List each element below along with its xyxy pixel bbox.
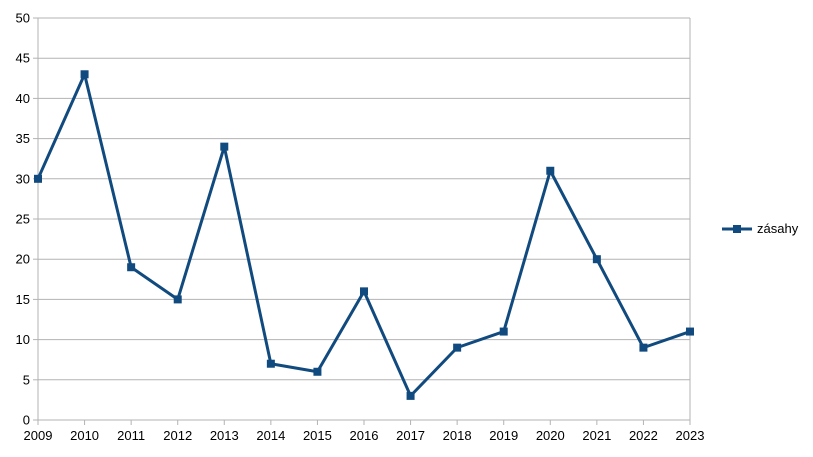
- data-point-marker: [499, 327, 508, 336]
- x-axis-tick-label: 2012: [163, 428, 192, 443]
- gridlines: [38, 17, 690, 421]
- data-point-marker: [34, 174, 42, 183]
- data-point-marker: [686, 327, 694, 336]
- x-axis-tick-label: 2023: [676, 428, 705, 443]
- x-axis-tick-label: 2013: [210, 428, 239, 443]
- x-axis-tick-label: 2017: [396, 428, 425, 443]
- x-axis-tick-label: 2014: [256, 428, 285, 443]
- x-axis-tick-label: 2018: [443, 428, 472, 443]
- y-axis-tick-label: 45: [16, 51, 30, 66]
- y-axis-tick-label: 50: [16, 11, 30, 26]
- chart-legend: zásahy: [722, 221, 798, 236]
- data-series: [34, 70, 694, 400]
- data-point-marker: [127, 263, 136, 272]
- x-axis-tick-label: 2020: [536, 428, 565, 443]
- y-axis-tick-label: 15: [16, 292, 30, 307]
- axis-ticks: [33, 17, 691, 425]
- x-axis-tick-label: 2016: [350, 428, 379, 443]
- legend-series-symbol: [722, 224, 752, 233]
- y-axis-tick-label: 0: [23, 413, 30, 428]
- legend-marker-glyph: [733, 224, 741, 233]
- data-point-marker: [592, 255, 601, 264]
- data-point-marker: [80, 70, 89, 79]
- y-axis-tick-label: 35: [16, 131, 30, 146]
- x-axis-tick-label: 2015: [303, 428, 332, 443]
- x-axis-tick-label: 2011: [117, 428, 145, 443]
- data-point-marker: [546, 166, 555, 175]
- data-point-marker: [266, 359, 275, 368]
- data-point-marker: [173, 295, 182, 304]
- x-axis-tick-label: 2019: [489, 428, 518, 443]
- data-point-marker: [453, 343, 462, 352]
- axis-labels: 0 5 10 15 20 25 30 35 40 45 50 2009 2010 2011 2012 2013…: [16, 11, 705, 444]
- y-axis-tick-label: 30: [16, 171, 30, 186]
- x-axis-tick-label: 2010: [70, 428, 99, 443]
- x-axis-tick-label: 2009: [24, 428, 53, 443]
- y-axis-tick-label: 10: [16, 332, 30, 347]
- data-point-marker: [639, 343, 648, 352]
- data-point-marker: [220, 142, 229, 151]
- data-point-marker: [406, 391, 415, 400]
- y-axis-tick-label: 20: [16, 252, 30, 267]
- series-line: [36, 72, 692, 398]
- legend-series-label: zásahy: [757, 221, 799, 236]
- data-point-marker: [360, 287, 368, 296]
- x-axis-tick-label: 2021: [582, 428, 611, 443]
- y-axis-tick-label: 40: [16, 91, 30, 106]
- x-axis-tick-label: 2022: [629, 428, 658, 443]
- y-axis-tick-label: 25: [16, 212, 30, 227]
- data-point-marker: [313, 367, 322, 376]
- y-axis-tick-label: 5: [23, 372, 30, 387]
